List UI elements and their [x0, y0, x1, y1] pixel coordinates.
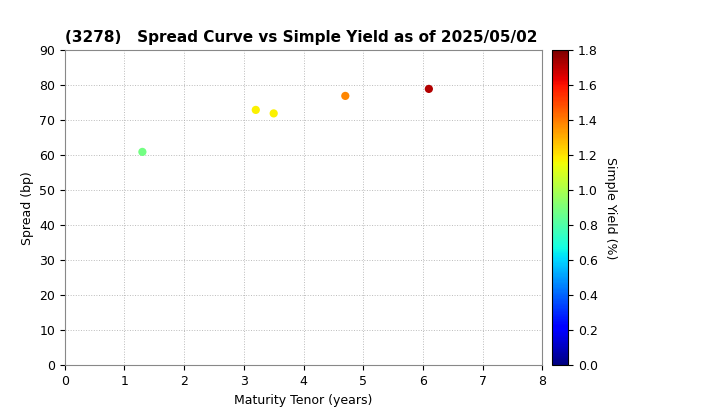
- Point: [137, 149, 148, 155]
- Point: [340, 92, 351, 99]
- Y-axis label: Simple Yield (%): Simple Yield (%): [604, 157, 618, 259]
- Point: [268, 110, 279, 117]
- Text: (3278)   Spread Curve vs Simple Yield as of 2025/05/02: (3278) Spread Curve vs Simple Yield as o…: [65, 30, 537, 45]
- Y-axis label: Spread (bp): Spread (bp): [21, 171, 34, 245]
- X-axis label: Maturity Tenor (years): Maturity Tenor (years): [234, 394, 373, 407]
- Point: [423, 86, 435, 92]
- Point: [250, 107, 261, 113]
